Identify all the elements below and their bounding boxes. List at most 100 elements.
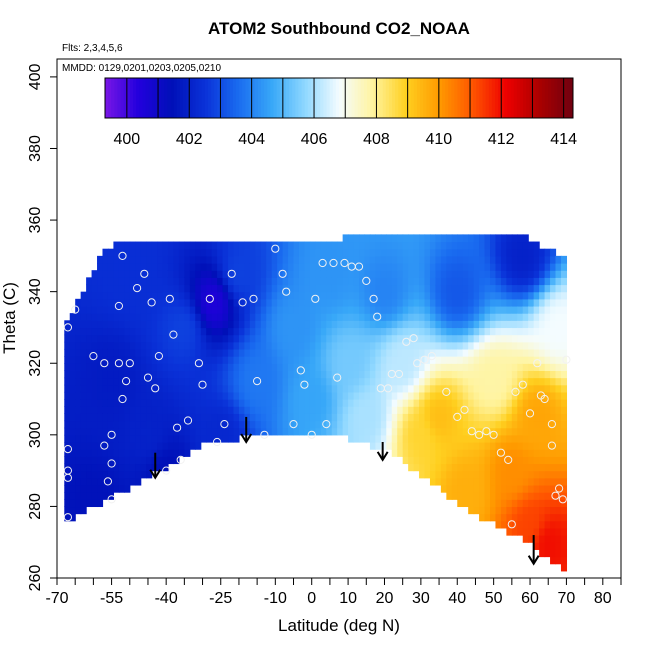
heatmap-cell (457, 248, 464, 257)
heatmap-cell (222, 356, 229, 364)
heatmap-cell (129, 305, 136, 314)
heatmap-cell (331, 241, 338, 250)
heatmap-cell (178, 305, 185, 314)
heatmap-cell (69, 427, 76, 436)
heatmap-cell (397, 391, 404, 400)
heatmap-cell (380, 263, 387, 271)
heatmap-cell (369, 305, 376, 314)
heatmap-cell (97, 305, 104, 314)
heatmap-cell (490, 449, 497, 457)
heatmap-cell (419, 391, 426, 400)
heatmap-cell (244, 377, 251, 386)
heatmap-cell (446, 277, 453, 286)
heatmap-cell (391, 427, 398, 436)
observation-point (547, 441, 557, 450)
heatmap-cell (413, 413, 420, 422)
heatmap-cell (102, 248, 109, 257)
heatmap-cell (249, 377, 256, 386)
heatmap-cell (244, 420, 251, 429)
heatmap-cell (397, 377, 404, 386)
heatmap-cell (369, 320, 376, 329)
heatmap-cell (419, 370, 426, 379)
heatmap-cell (435, 291, 442, 300)
heatmap-cell (468, 334, 475, 343)
heatmap-cell (457, 284, 464, 293)
heatmap-cell (107, 484, 114, 493)
heatmap-cell (517, 499, 524, 508)
heatmap-cell (102, 399, 109, 407)
heatmap-cell (320, 284, 327, 293)
heatmap-cell (102, 456, 109, 465)
heatmap-cell (266, 291, 273, 300)
arrow-head (240, 433, 253, 444)
heatmap-cell (277, 384, 284, 393)
heatmap-cell (255, 427, 262, 436)
heatmap-cell (326, 406, 333, 414)
heatmap-cell (369, 427, 376, 436)
x-tick-label: 30 (412, 590, 430, 607)
heatmap-cell (369, 420, 376, 429)
heatmap-cell (91, 284, 98, 293)
heatmap-cell (511, 313, 518, 321)
heatmap-cell (113, 477, 120, 486)
colorbar-segment (357, 78, 362, 118)
heatmap-cell (446, 384, 453, 393)
heatmap-cell (140, 263, 147, 271)
heatmap-cell (555, 513, 562, 522)
heatmap-cell (408, 363, 415, 371)
heatmap-cell (369, 334, 376, 343)
heatmap-cell (457, 320, 464, 329)
heatmap-cell (162, 441, 169, 450)
heatmap-cell (446, 484, 453, 493)
heatmap-cell (75, 427, 82, 436)
heatmap-cell (408, 320, 415, 329)
heatmap-cell (380, 234, 387, 243)
heatmap-cell (107, 406, 114, 414)
heatmap-cell (69, 499, 76, 508)
heatmap-cell (342, 284, 349, 293)
heatmap-cell (495, 313, 502, 321)
heatmap-cell (173, 384, 180, 393)
heatmap-cell (102, 298, 109, 307)
heatmap-cell (222, 327, 229, 336)
heatmap-cell (353, 270, 360, 278)
colorbar-segment (335, 78, 340, 118)
heatmap-cell (517, 399, 524, 407)
heatmap-cell (238, 270, 245, 278)
heatmap-cell (550, 356, 557, 364)
colorbar-segment (463, 78, 468, 118)
heatmap-cell (440, 255, 447, 264)
heatmap-cell (91, 427, 98, 436)
heatmap-cell (528, 305, 535, 314)
heatmap-cell (424, 348, 431, 357)
heatmap-cell (271, 284, 278, 293)
heatmap-cell (146, 456, 153, 465)
heatmap-cell (539, 291, 546, 300)
heatmap-cell (397, 341, 404, 350)
heatmap-cell (506, 356, 513, 364)
colorbar-segment (563, 78, 568, 118)
heatmap-cell (364, 263, 371, 271)
heatmap-cell (140, 413, 147, 422)
colorbar-segment (398, 78, 402, 118)
heatmap-cell (391, 334, 398, 343)
y-tick-label: 400 (27, 63, 44, 90)
heatmap-cell (255, 320, 262, 329)
heatmap-cell (517, 391, 524, 400)
heatmap-cell (528, 427, 535, 436)
heatmap-cell (446, 255, 453, 264)
heatmap-cell (364, 305, 371, 314)
heatmap-cell (304, 263, 311, 271)
heatmap-cell (293, 241, 300, 250)
heatmap-cell (118, 291, 125, 300)
heatmap-cell (528, 327, 535, 336)
heatmap-cell (440, 234, 447, 243)
heatmap-cell (424, 356, 431, 364)
heatmap-cell (293, 263, 300, 271)
heatmap-cell (539, 305, 546, 314)
heatmap-cell (375, 234, 382, 243)
heatmap-cell (167, 320, 175, 329)
heatmap-cell (244, 255, 251, 264)
heatmap-cell (107, 320, 114, 329)
heatmap-cell (419, 356, 426, 364)
